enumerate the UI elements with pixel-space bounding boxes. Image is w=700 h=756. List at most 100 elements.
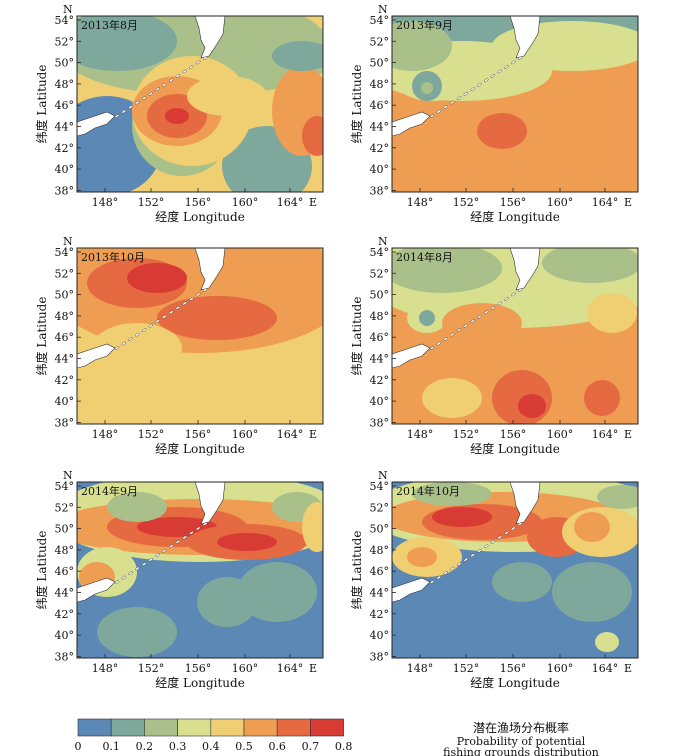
- probability-contour: [392, 248, 502, 293]
- kuril-island: [450, 100, 455, 105]
- kuril-island: [121, 575, 127, 580]
- y-tick-label: 52°: [370, 501, 390, 514]
- kuril-island: [155, 553, 160, 557]
- probability-contour: [419, 310, 435, 326]
- probability-contour: [568, 348, 596, 368]
- kuril-island: [141, 96, 147, 100]
- probability-contour: [165, 108, 189, 124]
- kuril-island: [490, 540, 496, 544]
- kuril-island: [456, 328, 462, 332]
- kuril-island: [497, 535, 502, 540]
- y-tick-label: 50°: [370, 57, 390, 70]
- kuril-island: [195, 526, 201, 531]
- probability-contour: [518, 394, 546, 418]
- y-tick-label: 50°: [55, 523, 75, 536]
- kuril-island: [463, 91, 469, 96]
- y-axis-title: 纬度 Latitude: [349, 531, 364, 610]
- kuril-island: [504, 297, 509, 301]
- probability-contour: [597, 485, 638, 509]
- kuril-island: [429, 114, 435, 118]
- y-tick-label: 44°: [370, 587, 390, 600]
- y-tick-label: 42°: [370, 608, 390, 621]
- probability-contour: [127, 263, 187, 293]
- kuril-island: [477, 549, 482, 553]
- probability-contour: [107, 492, 167, 522]
- probability-contour: [302, 502, 323, 552]
- y-tick-label: 46°: [55, 99, 75, 112]
- legend-swatch: [310, 718, 344, 737]
- probability-contour: [137, 517, 217, 537]
- probability-contour: [392, 21, 452, 71]
- probability-contour: [595, 632, 619, 652]
- legend-tick-label: 0.8: [335, 740, 353, 753]
- x-tick-label: 156°: [185, 662, 212, 675]
- legend-tick-label: 0.1: [102, 740, 120, 753]
- kuril-island: [189, 297, 194, 301]
- kuril-island: [490, 306, 496, 310]
- kuril-island: [510, 60, 516, 65]
- y-tick-label: 40°: [55, 395, 75, 408]
- legend-tick-label: 0.3: [169, 740, 187, 753]
- x-tick-label: 164°: [592, 196, 619, 209]
- y-tick-label: 38°: [370, 184, 390, 197]
- kuril-island: [202, 56, 208, 60]
- kuril-island: [168, 310, 174, 315]
- y-tick-label: 52°: [55, 267, 75, 280]
- north-label: N: [378, 235, 388, 248]
- kuril-island: [517, 522, 523, 526]
- y-axis-title: 纬度 Latitude: [34, 531, 49, 610]
- map-panel: 2013年9月 54° 52° 50° 48° 46° 44° 42° 40° 38° N 148° 1…: [349, 3, 639, 224]
- probability-contour: [574, 512, 610, 542]
- y-tick-label: 38°: [55, 184, 75, 197]
- x-tick-label: 148°: [92, 428, 119, 441]
- north-label: N: [63, 3, 73, 16]
- north-label: N: [63, 235, 73, 248]
- kuril-island: [135, 332, 140, 337]
- kuril-island: [195, 60, 201, 65]
- kuril-island: [450, 566, 455, 571]
- map-panel: 2013年8月 54° 52° 50° 48° 46° 44° 42° 40° 38° N 148° 1…: [34, 3, 324, 224]
- map-panel: 2014年10月 54° 52° 50° 48° 46° 44° 42° 40° 38° N 148°…: [349, 469, 639, 690]
- hokkaido-land: [392, 111, 431, 137]
- kuril-island: [182, 301, 187, 306]
- kuril-island: [148, 557, 154, 562]
- legend-swatch: [276, 718, 311, 737]
- kuril-island: [162, 83, 167, 87]
- y-tick-label: 44°: [55, 353, 75, 366]
- kuril-island: [517, 56, 523, 60]
- x-tick-label: 164°: [277, 196, 304, 209]
- kuril-island: [470, 87, 475, 91]
- legend-swatch: [144, 718, 178, 737]
- x-tick-label: 148°: [407, 662, 434, 675]
- kuril-island: [429, 580, 435, 584]
- panel-frame: [391, 247, 639, 425]
- y-tick-label: 54°: [370, 246, 390, 259]
- probability-contour: [272, 41, 323, 71]
- probability-field: [392, 248, 638, 424]
- x-tick-label: 148°: [92, 662, 119, 675]
- kuril-island: [443, 571, 448, 575]
- legend-tick-label: 0.4: [202, 740, 220, 753]
- x-axis-title: 经度 Longitude: [155, 675, 245, 690]
- y-tick-label: 44°: [370, 121, 390, 134]
- y-tick-label: 42°: [55, 374, 75, 387]
- kuril-island: [510, 292, 516, 297]
- east-label: E: [624, 196, 632, 209]
- x-tick-label: 152°: [138, 662, 165, 675]
- kuril-island: [517, 288, 523, 292]
- hokkaido-land: [392, 343, 431, 369]
- kuril-island: [443, 105, 448, 109]
- kuril-island: [182, 69, 187, 74]
- kuril-island: [456, 96, 462, 100]
- map-panel: 2013年10月 54° 52° 50° 48° 46° 44° 42° 40° 38° N 148°…: [34, 235, 324, 456]
- y-tick-label: 50°: [55, 57, 75, 70]
- east-label: E: [624, 662, 632, 675]
- y-tick-label: 54°: [55, 246, 75, 259]
- hokkaido-land: [392, 577, 431, 603]
- y-tick-label: 46°: [370, 331, 390, 344]
- probability-contour: [202, 306, 252, 330]
- kuril-island: [175, 540, 181, 544]
- y-tick-label: 52°: [370, 35, 390, 48]
- probability-field: [392, 16, 638, 192]
